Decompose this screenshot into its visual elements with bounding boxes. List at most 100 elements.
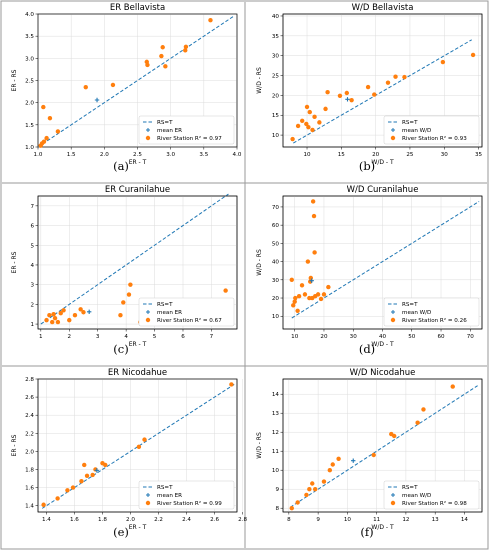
legend-mean-label: mean W/D — [402, 310, 431, 316]
x-tick-label: 10 — [303, 152, 311, 158]
y-axis-label: ER - RS — [11, 69, 18, 91]
rs-equals-t-line — [290, 385, 478, 508]
mean-marker — [309, 278, 314, 283]
y-tick-label: 3 — [30, 283, 34, 289]
x-tick-label: 2.0 — [126, 517, 135, 523]
x-tick-label: 2.6 — [210, 517, 219, 523]
river-station-point — [306, 124, 311, 130]
x-tick-label: 10 — [291, 334, 299, 340]
mean-marker — [351, 458, 356, 463]
river-station-point — [55, 129, 61, 134]
river-station-point — [65, 488, 70, 493]
x-tick-label: 1.5 — [67, 152, 76, 158]
river-station-point — [304, 121, 309, 127]
river-station-point — [72, 313, 78, 318]
x-tick-label: 30 — [441, 152, 449, 158]
chart-title: ER Nicodahue — [108, 368, 167, 378]
river-station-point — [385, 80, 391, 85]
river-station-point — [136, 444, 142, 450]
y-tick-label: 70 — [272, 205, 280, 211]
legend-station-label: River Station R² = 0.67 — [157, 317, 222, 324]
panel-tag: (b) — [359, 159, 375, 173]
legend-station-label: River Station R² = 0.99 — [157, 500, 222, 507]
x-tick-label: 60 — [437, 334, 445, 340]
river-station-point — [41, 104, 46, 110]
rs-equals-t-line — [40, 193, 229, 325]
legend-mean-swatch — [391, 310, 395, 314]
legend-line-label: RS=T — [157, 485, 173, 491]
y-tick-label: 4 — [30, 263, 34, 269]
mean-marker — [94, 468, 100, 473]
river-station-point — [307, 487, 312, 492]
x-tick-label: 5 — [153, 334, 157, 340]
river-station-point — [44, 135, 49, 141]
y-tick-label: 50 — [272, 241, 280, 247]
chart-panel-2: 10 15 20 25 30 35 10 15 20 25 30 35 40 W/D Bellavista… — [256, 3, 483, 173]
legend-mean-swatch — [391, 493, 395, 497]
chart-title: W/D Bellavista — [352, 3, 414, 13]
river-station-point — [292, 299, 297, 304]
river-station-point — [312, 114, 317, 120]
y-tick-label: 35 — [272, 34, 280, 40]
x-tick-label: 1.8 — [98, 517, 107, 523]
river-station-point — [312, 487, 318, 492]
x-tick-label: 14 — [461, 517, 469, 523]
y-tick-label: 15 — [272, 113, 280, 119]
panel-tag: (a) — [113, 159, 129, 173]
river-station-point — [310, 481, 315, 486]
river-station-point — [55, 496, 60, 501]
y-tick-label: 11 — [272, 449, 280, 455]
river-station-point — [84, 473, 90, 479]
river-station-point — [310, 199, 316, 204]
river-station-point — [208, 18, 213, 23]
river-station-point — [415, 420, 420, 425]
legend-line-label: RS=T — [157, 120, 173, 126]
y-tick-label: 2.5 — [25, 79, 34, 85]
y-tick-label: 2.6 — [25, 395, 34, 401]
x-tick-label: 30 — [350, 334, 358, 340]
river-station-point — [90, 472, 95, 478]
river-station-point — [52, 315, 58, 321]
legend-station-swatch — [145, 317, 151, 323]
y-tick-label: 2.4 — [25, 413, 34, 419]
x-tick-label: 13 — [432, 517, 440, 523]
river-station-point — [126, 292, 132, 297]
legend-mean-label: mean ER — [157, 128, 182, 134]
legend-station-swatch — [390, 500, 396, 506]
river-station-point — [47, 115, 53, 121]
legend-station-swatch — [145, 500, 151, 506]
y-tick-label: 1.5 — [25, 123, 34, 129]
panel-tag: (f) — [360, 525, 373, 539]
y-tick-label: 3.0 — [25, 56, 34, 62]
river-station-point — [326, 284, 331, 290]
legend-line-label: RS=T — [402, 120, 418, 126]
x-tick-label: 1.0 — [34, 152, 43, 158]
rs-equals-t-line — [293, 39, 472, 144]
y-tick-label: 10 — [272, 314, 280, 320]
river-station-point — [293, 295, 298, 301]
river-station-point — [302, 292, 308, 297]
legend-mean-swatch — [391, 128, 395, 132]
x-tick-label: 50 — [408, 334, 416, 340]
river-station-point — [160, 45, 165, 50]
x-tick-label: 1 — [39, 334, 43, 340]
legend-station-label: River Station R² = 0.93 — [402, 135, 467, 142]
rs-equals-t-line — [37, 15, 234, 148]
legend-mean-label: mean W/D — [402, 493, 431, 499]
y-tick-label: 5 — [30, 243, 34, 249]
river-station-point — [393, 74, 398, 79]
river-station-point — [295, 308, 300, 313]
chart-panel-5: 1.4 1.6 1.8 2.0 2.2 2.4 2.6 2.8 1.4 1.6 1.8 2.0 2.2 2… — [11, 368, 247, 539]
mean-marker — [345, 97, 350, 102]
x-tick-label: 25 — [406, 152, 414, 158]
mean-marker — [86, 309, 92, 315]
x-tick-label: 2.2 — [154, 517, 163, 523]
rs-equals-t-line — [41, 384, 235, 509]
plot-border — [37, 195, 238, 330]
river-station-point — [61, 308, 66, 313]
x-tick-label: 2 — [67, 334, 71, 340]
mean-marker — [94, 97, 100, 103]
legend-line-label: RS=T — [402, 302, 418, 308]
river-station-point — [371, 452, 376, 458]
